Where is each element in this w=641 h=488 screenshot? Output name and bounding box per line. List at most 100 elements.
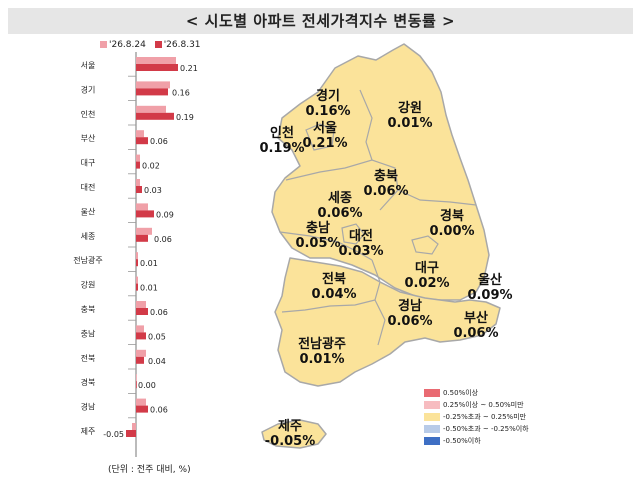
data-label: 0.19 [176,113,194,122]
bar-prev [136,179,140,186]
bar-curr [136,112,174,120]
category-label: 경북 [81,377,96,387]
map-legend-item: 0.25%이상 ~ 0.50%미만 [424,400,529,412]
data-label: 0.06 [150,406,168,415]
map-legend-label: -0.50%초과 ~ -0.25%이하 [443,425,529,433]
category-label: 충북 [81,305,96,314]
bar-prev [132,423,136,430]
map-legend-label: -0.50%이하 [443,437,481,445]
map-region-value: 0.06% [387,314,432,329]
border-gyeonggi-gangwon [359,89,373,161]
bar-curr [126,430,136,437]
data-label: 0.02 [142,162,160,171]
bar-chart: 서울 0.21 경기 0.16 인천 0.19 부산 0.06 대구 0.02 대전 0.03 울산 0.… [73,52,198,457]
map-region-value: 0.06% [453,326,498,341]
data-label: 0.21 [180,64,198,73]
map-region-value: 0.16% [305,104,350,119]
data-label: 0.03 [144,186,162,195]
bar-curr [136,308,148,315]
map-region-value: 0.02% [404,276,449,291]
border-gyeongbuk [397,189,477,206]
category-label: 전북 [81,353,96,363]
category-label: 부산 [81,133,96,143]
map-region-value: 0.06% [317,206,362,221]
map-region-value: 0.04% [311,287,356,302]
chart-title: < 시도별 아파트 전세가격지수 변동률 > [8,8,633,34]
category-label: 충남 [81,329,96,338]
bar-prev [136,57,176,64]
map-region-value: 0.06% [363,184,408,199]
data-label: 0.16 [172,88,190,97]
map-region-name: 울산 [478,272,502,288]
bar-curr [136,210,154,218]
bar-prev [136,227,152,235]
map-region-name: 충남 [306,220,330,236]
category-label: 대구 [81,159,96,168]
bar-legend: '26.8.24 '26.8.31 [100,40,207,50]
category-label: 강원 [81,280,96,290]
border-daejeon [341,223,365,245]
map-region-value: 0.21% [302,136,347,151]
bar-prev [136,81,170,89]
border-daegu [411,235,439,255]
map-region-value: 0.03% [338,244,383,259]
data-label: 0.04 [148,357,166,366]
border-seoul [305,123,335,151]
bar-prev [136,325,144,333]
data-label: -0.05 [103,430,124,439]
map-region-name: 경기 [316,88,340,104]
bar-curr [136,88,168,96]
map-legend-item: -0.25%초과 ~ 0.25%미만 [424,412,529,424]
map-legend-item: -0.50%이하 [424,436,529,448]
map-labels: 경기0.16%서울0.21%인천0.19%강원0.01%충북0.06%세종0.0… [259,88,512,449]
map-regions [261,43,501,449]
bar-prev [136,301,146,308]
bar-curr [136,186,142,193]
data-label: 0.05 [148,332,166,341]
legend-item-prev: '26.8.24 [100,40,146,50]
category-label: 경기 [81,84,96,94]
map-legend-item: 0.50%이상 [424,388,529,400]
map-legend-swatch [424,389,440,397]
border-jeonnam [281,299,376,313]
bar-curr [136,234,148,242]
bar-curr [136,381,137,389]
map-legend-item: -0.50%초과 ~ -0.25%이하 [424,424,529,436]
data-label: 0.01 [140,259,158,268]
bar-curr [136,64,178,71]
legend-swatch-prev [100,41,107,48]
category-label: 세종 [81,232,96,241]
map-region-name: 대전 [349,228,373,244]
bar-curr [136,259,138,267]
region-south [274,257,501,387]
map-legend-swatch [424,425,440,433]
legend-item-curr: '26.8.31 [154,40,201,50]
map-region-name: 경북 [440,208,464,224]
bar-curr [136,161,140,169]
category-label: 대전 [81,182,96,192]
map-region-name: 서울 [313,120,337,136]
bar-prev [136,203,148,211]
map-legend-swatch [424,437,440,445]
category-label: 인천 [81,109,96,119]
category-label: 전남광주 [73,255,102,265]
bar-prev [136,130,144,138]
data-label: 0.00 [138,381,156,390]
bar-prev [136,252,138,260]
bar-prev [136,349,146,357]
map-legend-swatch [424,413,440,421]
legend-label-curr: '26.8.31 [163,40,201,50]
unit-note: (단위 : 전주 대비, %) [108,465,191,475]
map-legend-label: -0.25%초과 ~ 0.25%미만 [443,413,527,421]
bar-prev [136,154,140,162]
bar-curr [136,356,144,364]
map-region-value: 0.09% [467,288,512,303]
map-region-name: 세종 [328,191,352,206]
map-legend-swatch [424,401,440,409]
bar-prev [136,374,137,382]
map-region-value: 0.19% [259,141,304,156]
bar-curr [136,332,146,340]
data-label: 0.01 [140,284,158,293]
map-region-value: -0.05% [265,434,316,449]
